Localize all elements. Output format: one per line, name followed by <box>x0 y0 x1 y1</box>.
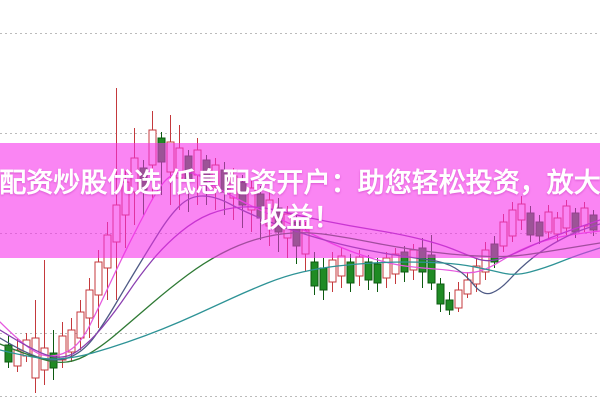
promo-title-line2: 收益！ <box>259 202 341 233</box>
promo-banner: 配资炒股优选 低息配资开户：助您轻松投资，放大 收益！ <box>0 143 600 258</box>
promo-title-line1: 配资炒股优选 低息配资开户：助您轻松投资，放大 <box>0 167 600 198</box>
